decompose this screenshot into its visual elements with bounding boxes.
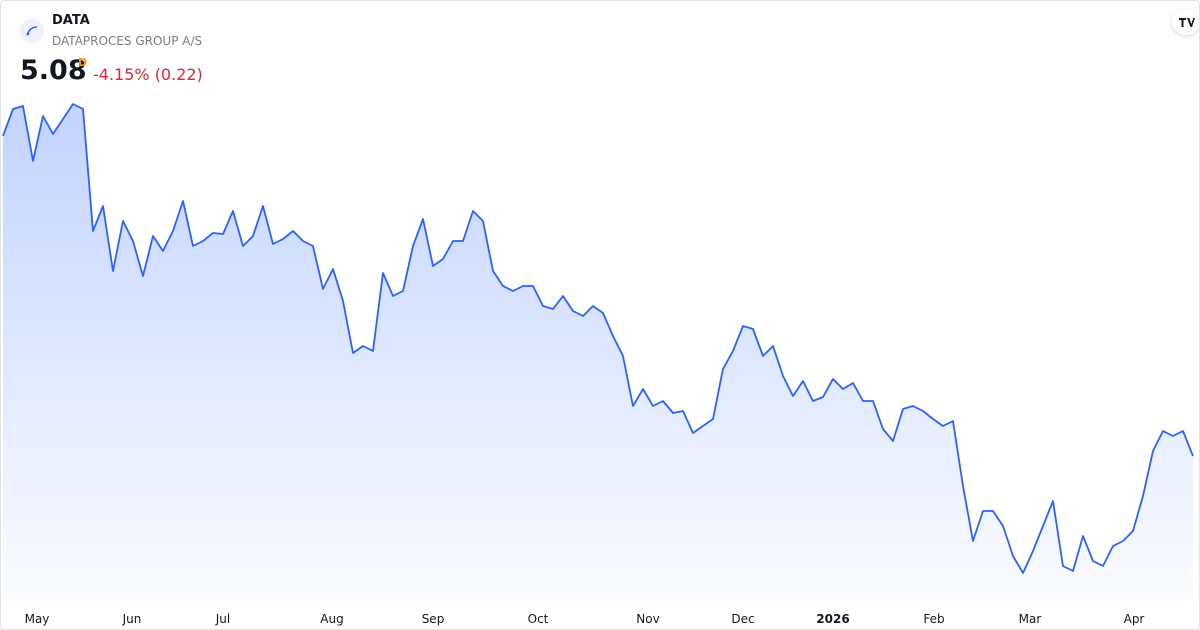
x-tick-label: Nov [636, 612, 659, 626]
x-tick-label: Jun [122, 612, 142, 626]
x-tick-label: Oct [528, 612, 549, 626]
company-name: DATAPROCES GROUP A/S [52, 34, 203, 48]
interval: D [78, 56, 88, 69]
symbol-logo [20, 19, 44, 43]
x-tick-label: Feb [923, 612, 944, 626]
x-tick-label: 2026 [816, 612, 849, 626]
tv-icon [1179, 18, 1195, 27]
x-tick-label: Mar [1019, 612, 1042, 626]
x-tick-label: Dec [731, 612, 754, 626]
x-tick-label: May [25, 612, 50, 626]
price-line [2, 103, 1194, 574]
x-tick-label: Aug [320, 612, 343, 626]
tradingview-logo[interactable] [1172, 9, 1199, 35]
x-tick-label: Apr [1124, 612, 1145, 626]
logo-icon [26, 26, 38, 36]
price-change: -4.15% (0.22) [93, 65, 203, 84]
x-tick-label: Jul [215, 612, 230, 626]
area-fill [3, 104, 1193, 601]
last-price: 5.08 [20, 55, 87, 86]
symbol[interactable]: DATA [52, 13, 90, 28]
x-tick-label: Sep [422, 612, 445, 626]
